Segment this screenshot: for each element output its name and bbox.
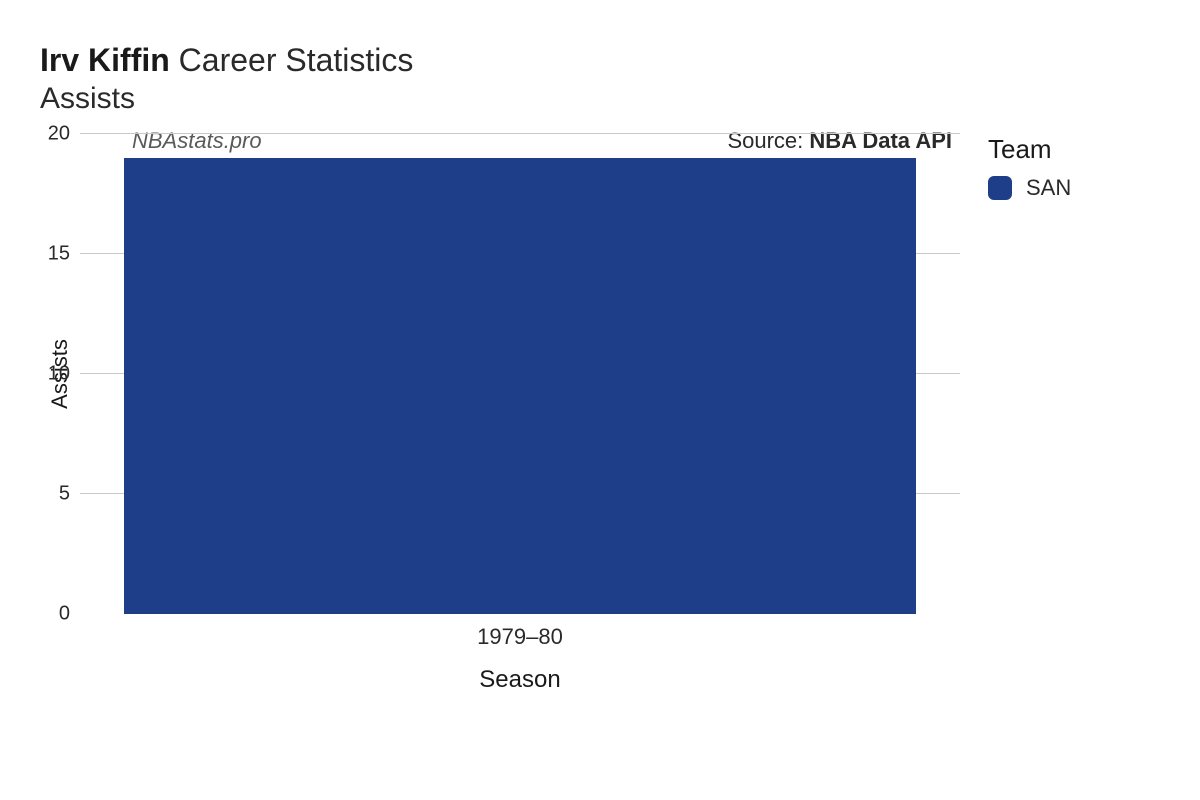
plot-column: NBAstats.pro Source: NBA Data API 051015… (80, 134, 960, 694)
source-attribution: Source: NBA Data API (727, 128, 952, 154)
y-tick-label: 20 (48, 123, 70, 146)
y-tick-label: 5 (59, 483, 70, 506)
legend: Team SAN (988, 134, 1071, 201)
title-bold: Irv Kiffin (40, 42, 170, 78)
source-name: NBA Data API (809, 128, 952, 153)
chart-row: Assists NBAstats.pro Source: NBA Data AP… (40, 134, 1160, 694)
legend-item: SAN (988, 175, 1071, 201)
legend-swatch (988, 176, 1012, 200)
y-tick-label: 10 (48, 363, 70, 386)
legend-title: Team (988, 134, 1071, 165)
watermark: NBAstats.pro (132, 128, 262, 154)
y-tick-label: 15 (48, 243, 70, 266)
x-axis-label: Season (80, 666, 960, 694)
source-prefix: Source: (727, 128, 809, 153)
bar (124, 158, 916, 614)
gridline (80, 133, 960, 134)
legend-label: SAN (1026, 175, 1071, 201)
x-tick-label: 1979–80 (477, 624, 563, 650)
subtitle: Assists (40, 82, 1160, 116)
chart-container: Irv Kiffin Career Statistics Assists Ass… (0, 0, 1200, 800)
title-light: Career Statistics (179, 42, 414, 78)
page-title: Irv Kiffin Career Statistics (40, 40, 1160, 80)
y-tick-label: 0 (59, 603, 70, 626)
plot-area: NBAstats.pro Source: NBA Data API 051015… (80, 134, 960, 614)
